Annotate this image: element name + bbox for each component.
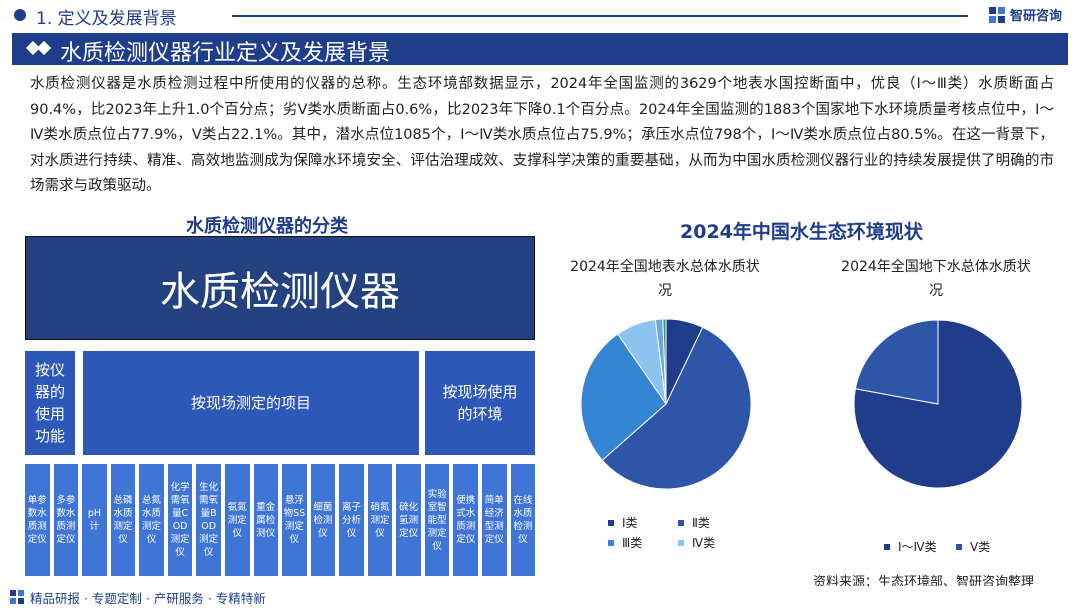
- pie-title-surface: 2024年全国地表水总体水质状况: [570, 259, 760, 299]
- leaf-node: 悬浮物SS测定仪: [282, 464, 307, 576]
- leaf-node-row: 单参数水质测定仪 多参数水质测定仪 pH计 总磷水质测定仪 总氮水质测定仪 化学需氧量CO…: [25, 464, 536, 576]
- legend-label: Ⅰ～Ⅳ类: [898, 540, 937, 554]
- leaf-node: 重金属检测仪: [253, 464, 279, 576]
- leaf-node: 总磷水质测定仪: [110, 464, 136, 576]
- leaf-node: 总氮水质测定仪: [139, 464, 164, 576]
- leaf-node: 单参数水质测定仪: [25, 464, 50, 576]
- classification-title: 水质检测仪器的分类: [186, 216, 348, 237]
- leaf-node: 简单经济型测定仪: [482, 464, 507, 576]
- leaf-node: 氨氮测定仪: [224, 464, 250, 576]
- pie-slice: [853, 319, 1023, 489]
- root-node: 水质检测仪器: [25, 236, 535, 340]
- page-title: 水质检测仪器行业定义及发展背景: [60, 41, 391, 66]
- legend-swatch: [884, 543, 890, 550]
- brand-logo-icon: [988, 6, 1006, 24]
- legend-swatch: [678, 539, 684, 546]
- leaf-node: 实验室智能型测定仪: [424, 464, 450, 576]
- leaf-node: 生化需氧量BOD测定仪: [196, 464, 221, 576]
- top-bar: 1. 定义及发展背景 智研咨询: [0, 0, 1080, 30]
- pie-slice: [580, 333, 667, 461]
- title-banner: 水质检测仪器行业定义及发展背景: [12, 33, 1068, 66]
- leaf-node: 细菌检测仪: [310, 464, 336, 576]
- intro-paragraph: 水质检测仪器是水质检测过程中所使用的仪器的总称。生态环境部数据显示，2024年全…: [30, 76, 1054, 194]
- legend-item: Ⅴ类: [956, 538, 990, 555]
- legend-label: Ⅱ类: [692, 516, 710, 530]
- category-label: 按仪器的使用功能: [34, 361, 65, 445]
- leaf-node: 便携式水质测定仪: [453, 464, 478, 576]
- footer-tagline: 精品研报 · 专题定制 · 产研服务 · 专精特新: [30, 591, 266, 606]
- footer-bar: [0, 586, 1080, 607]
- leaf-node: 硫化氢测定仪: [396, 464, 421, 576]
- legend-swatch: [608, 539, 614, 546]
- legend-swatch: [608, 519, 614, 526]
- leaf-node: 多参数水质测定仪: [53, 464, 79, 576]
- legend-item: Ⅱ类: [678, 514, 710, 531]
- leaf-node: 化学需氧量COD测定仪: [167, 464, 193, 576]
- legend-label: Ⅳ类: [692, 536, 716, 550]
- category-node-environment: 按现场使用的环境: [425, 351, 535, 455]
- pie-slice: [665, 318, 704, 405]
- root-node-label: 水质检测仪器: [160, 269, 400, 315]
- header-divider: [232, 15, 968, 17]
- category-label: 按现场测定的项目: [190, 394, 311, 412]
- category-node-function: 按仪器的使用功能: [25, 351, 75, 455]
- legend-swatch: [678, 519, 684, 526]
- legend-ground: Ⅰ～Ⅳ类 Ⅴ类: [884, 538, 1034, 558]
- pie-slice: [654, 318, 667, 405]
- pie-slice: [601, 326, 752, 490]
- footer-logo-icon: [10, 589, 24, 604]
- leaf-node: 在线水质检测仪: [510, 464, 536, 576]
- legend-label: Ⅲ类: [622, 536, 643, 550]
- diamond-icon: [36, 40, 52, 56]
- leaf-node: pH计: [82, 464, 107, 576]
- legend-item: Ⅳ类: [678, 534, 715, 551]
- brand-name: 智研咨询: [1010, 9, 1063, 24]
- category-node-items: 按现场测定的项目: [83, 351, 419, 455]
- brand-logo: 智研咨询: [988, 5, 1062, 24]
- leaf-node: 离子分析仪: [339, 464, 364, 576]
- pie-slice: [617, 319, 667, 405]
- legend-label: Ⅴ类: [970, 540, 991, 554]
- legend-surface: Ⅰ类 Ⅱ类 Ⅲ类 Ⅳ类: [608, 514, 758, 554]
- section-bullet: [14, 9, 26, 21]
- category-label: 按现场使用的环境: [442, 383, 518, 423]
- pie-slice: [854, 319, 939, 405]
- legend-swatch: [956, 543, 962, 550]
- legend-label: Ⅰ类: [622, 516, 638, 530]
- pie-slice: [662, 318, 667, 405]
- status-title: 2024年中国水生态环境现状: [680, 221, 923, 243]
- legend-item: Ⅰ类: [608, 514, 638, 531]
- legend-item: Ⅲ类: [608, 534, 642, 551]
- section-label: 1. 定义及发展背景: [36, 9, 177, 29]
- leaf-node: 硝氮测定仪: [367, 464, 393, 576]
- pie-title-ground: 2024年全国地下水总体水质状况: [841, 259, 1031, 299]
- legend-item: Ⅰ～Ⅳ类: [884, 538, 937, 555]
